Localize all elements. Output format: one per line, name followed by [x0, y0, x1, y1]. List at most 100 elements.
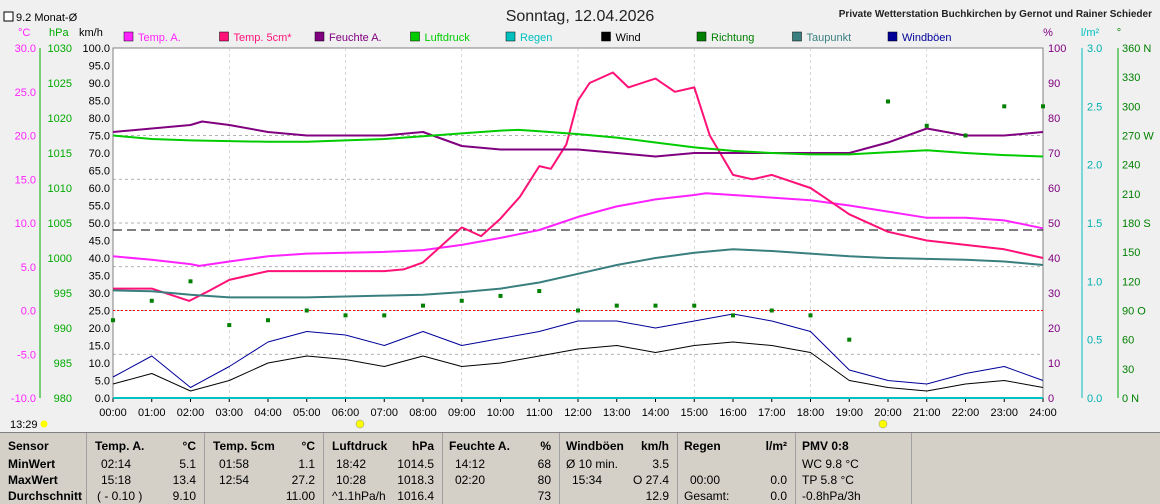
humidity-axis-tick-label: 70 [1048, 148, 1060, 160]
pressure-header: Luftdruck [332, 439, 388, 453]
humidity-axis-tick-label: 90 [1048, 78, 1060, 90]
speed-axis-tick-label: 25.0 [89, 306, 110, 318]
pressure-axis-tick-label: 1020 [48, 113, 72, 125]
x-tick-label: 04:00 [254, 407, 282, 419]
temp-axis-tick-label: -5.0 [17, 349, 36, 361]
speed-axis-tick-label: 100.0 [82, 43, 110, 55]
x-tick-label: 24:00 [1029, 407, 1057, 419]
humidity-axis-tick-label: 0 [1048, 393, 1054, 405]
stats-pressure: Luftdruck hPa 18:42 1014.5 10:28 1018.3 … [324, 433, 443, 504]
chart-title: Sonntag, 12.04.2026 [506, 8, 655, 25]
month-average-checkbox[interactable] [3, 11, 14, 22]
speed-axis-tick-label: 90.0 [89, 78, 110, 90]
legend-swatch [219, 31, 229, 42]
pressure-axis-tick-label: 1015 [48, 148, 72, 160]
series-line-temp-5cm [113, 71, 1044, 302]
legend-label: Temp. A. [138, 32, 181, 44]
speed-axis-tick-label: 75.0 [89, 131, 110, 143]
pressure-unit: hPa [411, 439, 434, 453]
direction-point [1002, 104, 1007, 109]
direction-axis-tick-label: 180 S [1122, 218, 1151, 230]
x-tick-label: 05:00 [293, 407, 321, 419]
direction-point [304, 308, 309, 313]
pressure-axis-tick-label: 980 [54, 393, 72, 405]
humidity-header: Feuchte A. [449, 439, 510, 453]
temp-air-unit: °C [182, 439, 196, 453]
temp-axis-tick-label: 10.0 [15, 218, 36, 230]
speed-axis-tick-label: 45.0 [89, 236, 110, 248]
pressure-axis-tick-label: 990 [54, 323, 72, 335]
speed-axis-tick-label: 95.0 [89, 61, 110, 73]
rain-total: 0.0 [770, 489, 787, 503]
direction-point [382, 313, 387, 318]
max-row-label: MaxWert [8, 473, 58, 487]
legend-label: Wind [616, 32, 641, 44]
humidity-min: 68 [537, 457, 551, 471]
direction-axis-tick-label: 270 W [1122, 131, 1154, 143]
direction-axis-tick-label: 360 N [1122, 43, 1151, 55]
direction-point [924, 123, 929, 128]
legend-label: Feuchte A. [329, 32, 382, 44]
speed-axis-tick-label: 15.0 [89, 341, 110, 353]
direction-axis-tick-label: 0 N [1122, 393, 1139, 405]
speed-axis-tick-label: 30.0 [89, 288, 110, 300]
temp-axis-tick-label: 15.0 [15, 174, 36, 186]
legend-swatch [123, 31, 134, 42]
x-tick-label: 19:00 [835, 407, 863, 419]
direction-point [149, 298, 154, 303]
temp-5cm-min-time: 01:58 [219, 457, 250, 471]
x-tick-label: 22:00 [952, 407, 980, 419]
x-tick-label: 00:00 [99, 407, 127, 419]
temp-5cm-unit: °C [301, 439, 315, 453]
direction-axis-tick-label: 210 [1122, 189, 1140, 201]
speed-axis-tick-label: 10.0 [89, 358, 110, 370]
rain-axis-tick-label: 0.0 [1087, 393, 1102, 405]
pressure-axis-tick-label: 1025 [48, 78, 72, 90]
direction-axis-tick-label: 150 [1122, 247, 1140, 259]
pmv-windchill: WC 9.8 °C [802, 457, 859, 471]
speed-axis-tick-label: 50.0 [89, 218, 110, 230]
legend-swatch [410, 31, 420, 42]
x-tick-label: 13:00 [603, 407, 631, 419]
direction-point [731, 313, 735, 318]
rain-total-label: Gesamt: [684, 489, 730, 503]
humidity-axis-tick-label: 50 [1048, 218, 1060, 230]
pressure-unit-label: hPa [49, 27, 69, 39]
temp-5cm-min: 1.1 [298, 457, 315, 471]
legend-label: Taupunkt [807, 32, 852, 44]
x-tick-label: 12:00 [564, 407, 592, 419]
legend-label: Regen [520, 32, 552, 44]
x-tick-label: 18:00 [797, 407, 825, 419]
stats-row-labels: Sensor MinWert MaxWert Durchschnitt [0, 433, 87, 504]
direction-point [343, 313, 348, 318]
direction-point [227, 323, 232, 328]
rain-axis-tick-label: 0.5 [1087, 335, 1102, 347]
speed-axis-tick-label: 40.0 [89, 253, 110, 265]
x-tick-label: 11:00 [526, 407, 553, 419]
temp-axis-tick-label: -10.0 [11, 393, 36, 405]
humidity-axis-tick-label: 30 [1048, 288, 1060, 300]
direction-point [498, 293, 503, 298]
avg-row-label: Durchschnitt [8, 489, 83, 503]
pressure-max: 1018.3 [397, 473, 434, 487]
stats-gusts: Windböen km/h Ø 10 min. 3.5 15:34 O 27.4… [560, 433, 678, 504]
pressure-min: 1014.5 [397, 457, 434, 471]
x-tick-label: 01:00 [138, 407, 166, 419]
rain-axis-tick-label: 1.5 [1087, 218, 1102, 230]
current-time-marker [40, 420, 48, 428]
rain-unit: l/m² [765, 439, 787, 453]
direction-point [963, 133, 968, 138]
x-tick-label: 08:00 [409, 407, 437, 419]
humidity-axis-tick-label: 60 [1048, 183, 1060, 195]
humidity-axis-tick-label: 20 [1048, 323, 1060, 335]
direction-point [847, 337, 852, 342]
rain-max: 0.0 [770, 473, 787, 487]
sensor-header: Sensor [8, 439, 49, 453]
series-line-luftdruck [112, 128, 1044, 158]
humidity-axis-tick-label: 10 [1048, 358, 1060, 370]
temp-axis-tick-label: 30.0 [15, 43, 36, 55]
rain-axis-tick-label: 2.5 [1087, 101, 1102, 113]
sunrise-marker [355, 419, 365, 429]
pressure-trend: ^1.1hPa/h [332, 489, 386, 503]
stats-temp-air: Temp. A. °C 02:14 5.1 15:18 13.4 ( - 0.1… [87, 433, 205, 504]
